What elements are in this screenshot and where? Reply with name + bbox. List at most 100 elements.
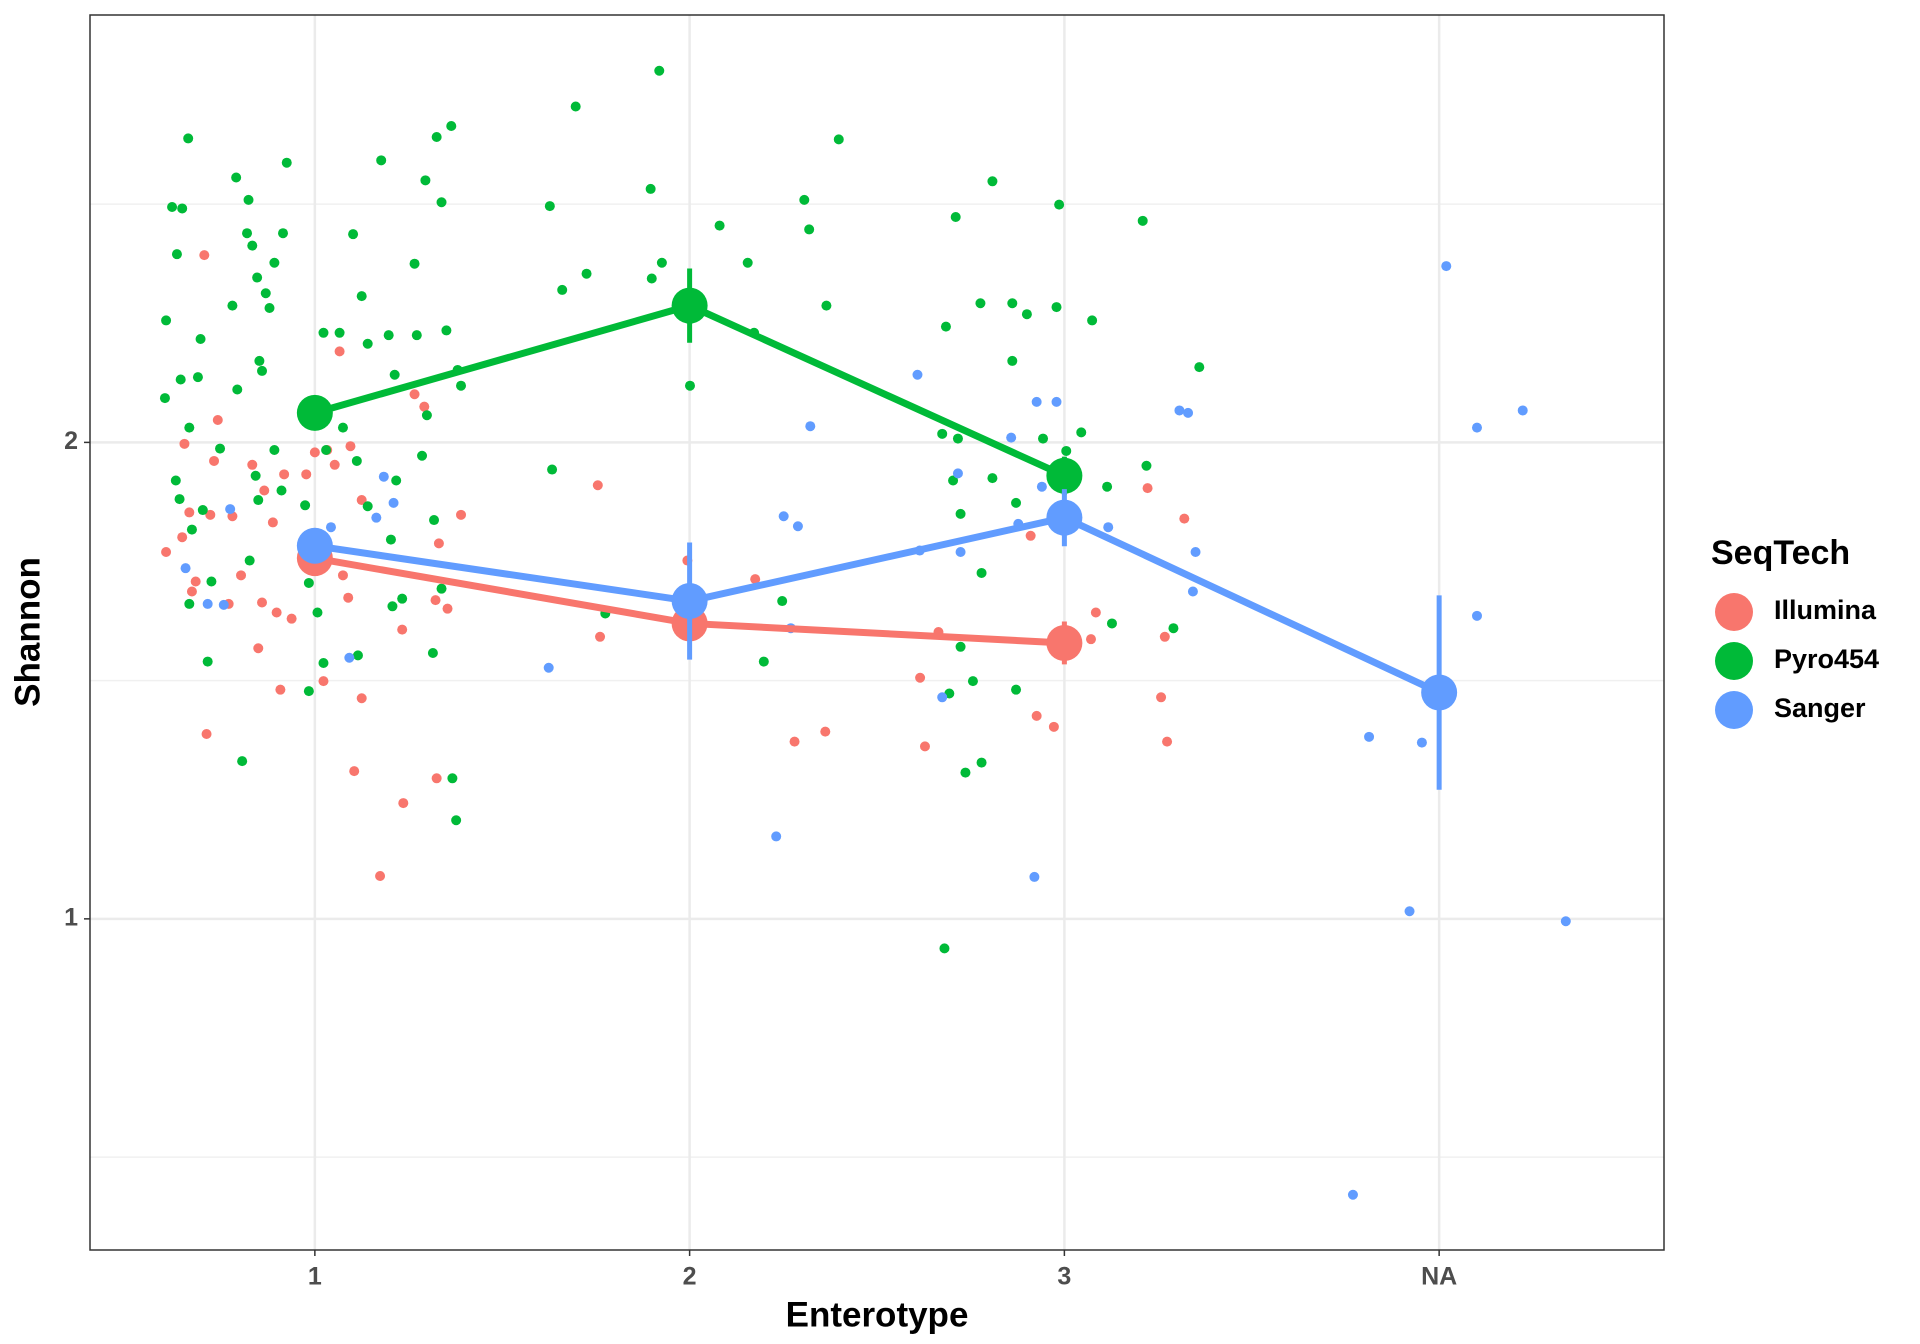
point bbox=[303, 686, 314, 697]
point bbox=[1187, 586, 1198, 597]
point bbox=[398, 798, 409, 809]
point bbox=[269, 445, 280, 456]
point bbox=[1102, 481, 1113, 492]
point bbox=[821, 300, 832, 311]
point bbox=[237, 756, 248, 767]
point bbox=[421, 410, 432, 421]
x-axis-title: Enterotype bbox=[786, 1295, 969, 1334]
point bbox=[419, 401, 430, 412]
point bbox=[1029, 871, 1040, 882]
point bbox=[1085, 634, 1096, 645]
point bbox=[167, 202, 178, 213]
point bbox=[250, 470, 261, 481]
point bbox=[1137, 215, 1148, 226]
point bbox=[397, 624, 408, 635]
point bbox=[199, 250, 210, 261]
point bbox=[955, 546, 966, 557]
legend-title: SeqTech bbox=[1711, 534, 1850, 572]
point bbox=[1038, 433, 1049, 444]
point bbox=[1103, 522, 1114, 533]
point bbox=[174, 494, 185, 505]
point bbox=[431, 773, 442, 784]
point bbox=[1031, 396, 1042, 407]
point bbox=[1007, 355, 1018, 366]
point bbox=[976, 567, 987, 578]
point bbox=[420, 175, 431, 186]
point bbox=[388, 497, 399, 508]
point bbox=[1404, 906, 1415, 917]
point bbox=[279, 469, 290, 480]
point bbox=[409, 258, 420, 269]
y-tick-label: 2 bbox=[64, 427, 78, 455]
point bbox=[329, 459, 340, 470]
point bbox=[183, 133, 194, 144]
point bbox=[209, 455, 220, 466]
x-tick-label: 2 bbox=[683, 1263, 697, 1291]
point bbox=[912, 369, 923, 380]
point bbox=[362, 501, 373, 512]
point bbox=[1051, 302, 1062, 313]
point bbox=[544, 201, 555, 212]
point bbox=[833, 134, 844, 145]
point bbox=[318, 657, 329, 668]
point bbox=[750, 574, 761, 585]
point bbox=[557, 284, 568, 295]
point bbox=[312, 607, 323, 618]
point bbox=[397, 593, 408, 604]
point bbox=[1162, 736, 1173, 747]
point bbox=[967, 676, 978, 687]
point bbox=[356, 693, 367, 704]
point bbox=[321, 445, 332, 456]
point bbox=[1471, 610, 1482, 621]
point bbox=[269, 257, 280, 268]
point bbox=[442, 603, 453, 614]
point bbox=[1142, 483, 1153, 494]
point bbox=[171, 249, 182, 260]
point bbox=[206, 576, 217, 587]
point bbox=[375, 870, 386, 881]
point bbox=[276, 485, 287, 496]
point bbox=[180, 563, 191, 574]
point bbox=[1190, 546, 1201, 557]
point bbox=[939, 943, 950, 954]
legend-label: Illumina bbox=[1774, 595, 1877, 625]
legend-label: Sanger bbox=[1774, 693, 1866, 723]
point bbox=[654, 65, 665, 76]
point bbox=[303, 577, 314, 588]
point bbox=[1011, 684, 1022, 695]
point bbox=[789, 736, 800, 747]
point bbox=[684, 380, 695, 391]
point bbox=[960, 767, 971, 778]
point bbox=[1168, 623, 1179, 634]
point bbox=[391, 475, 402, 486]
point bbox=[1006, 432, 1017, 443]
point bbox=[595, 631, 606, 642]
point bbox=[351, 455, 362, 466]
point bbox=[919, 741, 930, 752]
point bbox=[976, 757, 987, 768]
point bbox=[212, 414, 223, 425]
point bbox=[192, 372, 203, 383]
point bbox=[433, 538, 444, 549]
point bbox=[1061, 445, 1072, 456]
mean-point bbox=[1046, 624, 1083, 661]
point bbox=[385, 534, 396, 545]
point bbox=[1025, 530, 1036, 541]
point bbox=[456, 509, 467, 520]
point bbox=[436, 197, 447, 208]
point bbox=[771, 831, 782, 842]
point bbox=[955, 641, 966, 652]
point bbox=[645, 183, 656, 194]
point bbox=[309, 447, 320, 458]
point bbox=[376, 155, 387, 166]
point bbox=[344, 652, 355, 663]
point bbox=[778, 511, 789, 522]
point bbox=[429, 515, 440, 526]
point bbox=[952, 468, 963, 479]
point bbox=[300, 500, 311, 511]
point bbox=[1347, 1189, 1358, 1200]
plot-area bbox=[159, 65, 1571, 1200]
point bbox=[714, 220, 725, 231]
point bbox=[227, 300, 238, 311]
point bbox=[937, 692, 948, 703]
